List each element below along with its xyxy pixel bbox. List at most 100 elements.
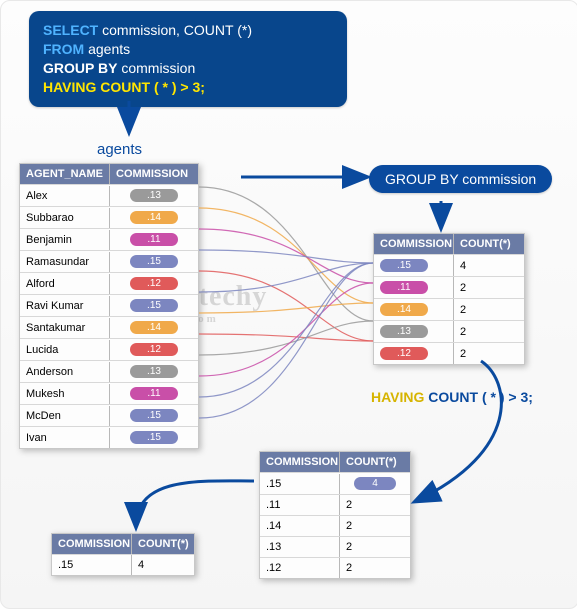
table-row: Santakumar.14 xyxy=(20,316,198,338)
commission-cell: .15 xyxy=(52,555,132,575)
table-row: .112 xyxy=(260,494,410,515)
agent-name-cell: Ramasundar xyxy=(20,252,110,272)
table-row: .154 xyxy=(374,254,524,276)
having-rest: COUNT ( * ) > 3; xyxy=(424,389,533,405)
commission-pill: .15 xyxy=(130,409,178,422)
sql-query-box: SELECT commission, COUNT (*) FROM agents… xyxy=(29,11,347,107)
commission-pill: .13 xyxy=(380,325,428,338)
commission-pill: .15 xyxy=(130,431,178,444)
count-cell: 2 xyxy=(340,495,410,515)
count-cell: 2 xyxy=(340,516,410,536)
commission-cell: .14 xyxy=(110,317,198,338)
table-header: COMMISSIONCOUNT(*) xyxy=(374,234,524,254)
table-header-cell: COMMISSION xyxy=(260,452,340,472)
table-header-cell: COMMISSION xyxy=(52,534,132,554)
commission-pill: .14 xyxy=(380,303,428,316)
kw-select: SELECT xyxy=(43,22,98,38)
commission-pill: .15 xyxy=(130,299,178,312)
table-header-cell: AGENT_NAME xyxy=(20,164,110,184)
agent-name-cell: McDen xyxy=(20,406,110,426)
table-header-cell: COUNT(*) xyxy=(132,534,194,554)
commission-cell: .11 xyxy=(374,277,454,298)
commission-pill: .11 xyxy=(380,281,428,294)
commission-pill: .13 xyxy=(130,189,178,202)
commission-cell: .15 xyxy=(260,474,340,494)
count-cell: 2 xyxy=(454,344,524,364)
commission-cell: .14 xyxy=(110,207,198,228)
commission-cell: .11 xyxy=(110,383,198,404)
table-row: .14 2 xyxy=(374,298,524,320)
grouped-table: COMMISSIONCOUNT(*).154.112.142.132.122 xyxy=(373,233,525,365)
commission-cell: .14 xyxy=(374,299,454,320)
table-row: .12 2 xyxy=(374,342,524,364)
table-row: Alex .13 xyxy=(20,184,198,206)
table-row: .122 xyxy=(260,557,410,578)
sql-line-1: SELECT commission, COUNT (*) xyxy=(43,21,333,40)
table-header-cell: COUNT(*) xyxy=(454,234,524,254)
commission-cell: .13 xyxy=(374,321,454,342)
agent-name-cell: Mukesh xyxy=(20,384,110,404)
table-row: Mukesh .11 xyxy=(20,382,198,404)
commission-cell: .15 xyxy=(110,251,198,272)
having-kw: HAVING xyxy=(371,389,424,405)
kw-group: GROUP BY xyxy=(43,60,117,76)
agents-table-title: agents xyxy=(97,141,142,158)
commission-pill: .15 xyxy=(130,255,178,268)
final-table: COMMISSIONCOUNT(*).154 xyxy=(51,533,195,576)
count-highlight-pill: 4 xyxy=(354,477,396,490)
count-cell: 2 xyxy=(340,558,410,578)
agent-name-cell: Subbarao xyxy=(20,208,110,228)
count-cell: 2 xyxy=(340,537,410,557)
sql-line-3: GROUP BY commission xyxy=(43,59,333,78)
table-row: Anderson.13 xyxy=(20,360,198,382)
commission-cell: .13 xyxy=(110,185,198,206)
commission-cell: .12 xyxy=(110,339,198,360)
table-row: Subbarao .14 xyxy=(20,206,198,228)
table-row: Ravi Kumar .15 xyxy=(20,294,198,316)
agent-name-cell: Lucida xyxy=(20,340,110,360)
commission-cell: .13 xyxy=(260,537,340,557)
agent-name-cell: Alex xyxy=(20,186,110,206)
table-row: Ramasundar .15 xyxy=(20,250,198,272)
having-label: HAVING COUNT ( * ) > 3; xyxy=(371,389,533,405)
commission-cell: .15 xyxy=(374,255,454,276)
table-header-cell: COUNT(*) xyxy=(340,452,410,472)
count-cell: 4 xyxy=(454,256,524,276)
table-row: .142 xyxy=(260,515,410,536)
sql-line-4: HAVING COUNT ( * ) > 3; xyxy=(43,78,333,97)
agent-name-cell: Santakumar xyxy=(20,318,110,338)
commission-pill: .12 xyxy=(380,347,428,360)
diagram-canvas: SELECT commission, COUNT (*) FROM agents… xyxy=(0,0,577,609)
table-header: COMMISSIONCOUNT(*) xyxy=(52,534,194,554)
agent-name-cell: Ravi Kumar xyxy=(20,296,110,316)
table-header: AGENT_NAMECOMMISSION xyxy=(20,164,198,184)
having-table: COMMISSIONCOUNT(*).154.112.142.132.122 xyxy=(259,451,411,579)
table-row: Benjamin.11 xyxy=(20,228,198,250)
count-cell: 4 xyxy=(132,555,194,575)
sql-line-2: FROM agents xyxy=(43,40,333,59)
count-cell: 2 xyxy=(454,278,524,298)
commission-pill: .11 xyxy=(130,387,178,400)
count-cell: 4 xyxy=(340,473,410,494)
commission-cell: .11 xyxy=(110,229,198,250)
commission-cell: .13 xyxy=(110,361,198,382)
table-row: .132 xyxy=(374,320,524,342)
commission-cell: .12 xyxy=(260,558,340,578)
table-row: Alford.12 xyxy=(20,272,198,294)
table-row: .11 2 xyxy=(374,276,524,298)
table-row: .132 xyxy=(260,536,410,557)
agent-name-cell: Anderson xyxy=(20,362,110,382)
commission-cell: .15 xyxy=(110,295,198,316)
commission-cell: .12 xyxy=(110,273,198,294)
agents-table: AGENT_NAMECOMMISSIONAlex .13 Subbarao .14 Be… xyxy=(19,163,199,449)
agent-name-cell: Benjamin xyxy=(20,230,110,250)
commission-cell: .15 xyxy=(110,427,198,448)
count-cell: 2 xyxy=(454,300,524,320)
table-header-cell: COMMISSION xyxy=(374,234,454,254)
commission-pill: .14 xyxy=(130,211,178,224)
agent-name-cell: Ivan xyxy=(20,428,110,448)
commission-cell: .14 xyxy=(260,516,340,536)
table-header-cell: COMMISSION xyxy=(110,164,198,184)
kw-from: FROM xyxy=(43,41,84,57)
table-row: McDen .15 xyxy=(20,404,198,426)
